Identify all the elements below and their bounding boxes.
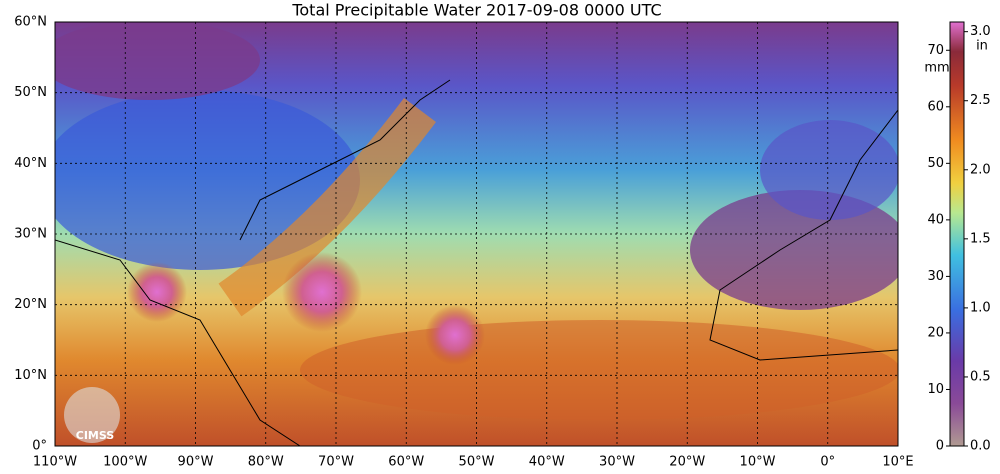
in-tick-label: 1.0 bbox=[970, 300, 991, 315]
lon-label: 90°W bbox=[178, 455, 214, 470]
in-tick-label: 2.5 bbox=[970, 93, 991, 108]
logo: CIMSS bbox=[64, 387, 120, 443]
map-frame bbox=[54, 21, 899, 447]
lon-label: 10°W bbox=[740, 455, 776, 470]
in-tick-label: 1.5 bbox=[970, 231, 991, 246]
in-unit: in bbox=[976, 39, 988, 54]
lat-label: 50°N bbox=[14, 85, 47, 100]
title: Total Precipitable Water 2017-09-08 0000… bbox=[291, 1, 661, 20]
logo-text: CIMSS bbox=[76, 429, 115, 442]
in-tick-label: 2.0 bbox=[970, 162, 991, 177]
mm-tick-label: 50 bbox=[927, 156, 944, 171]
lon-label: 20°W bbox=[669, 455, 705, 470]
in-tick-label: 0.5 bbox=[970, 369, 991, 384]
lat-label: 10°N bbox=[14, 368, 47, 383]
lat-label: 20°N bbox=[14, 297, 47, 312]
lon-label: 0° bbox=[820, 455, 835, 470]
mm-tick-label: 60 bbox=[927, 99, 944, 114]
in-tick-label: 0.0 bbox=[970, 439, 991, 454]
lon-label: 60°W bbox=[388, 455, 424, 470]
lat-label: 60°N bbox=[14, 15, 47, 30]
lat-label: 40°N bbox=[14, 156, 47, 171]
mm-tick-label: 30 bbox=[927, 269, 944, 284]
lat-label: 30°N bbox=[14, 227, 47, 242]
mm-tick-label: 70 bbox=[927, 43, 944, 58]
colorbar bbox=[949, 21, 965, 447]
in-tick-label: 3.0 bbox=[970, 24, 991, 39]
lon-label: 40°W bbox=[529, 455, 565, 470]
mm-unit: mm bbox=[924, 61, 949, 76]
tpw-image bbox=[55, 22, 898, 446]
mm-tick-label: 40 bbox=[927, 212, 944, 227]
lon-label: 70°W bbox=[318, 455, 354, 470]
lat-label: 0° bbox=[32, 439, 47, 454]
lon-label: 50°W bbox=[459, 455, 495, 470]
mm-tick-label: 20 bbox=[927, 325, 944, 340]
lon-label: 100°W bbox=[103, 455, 147, 470]
lon-label: 10°E bbox=[882, 455, 913, 470]
lon-label: 80°W bbox=[248, 455, 284, 470]
lon-label: 30°W bbox=[599, 455, 635, 470]
lon-label: 110°W bbox=[33, 455, 77, 470]
mm-tick-label: 0 bbox=[936, 439, 944, 454]
mm-tick-label: 10 bbox=[927, 382, 944, 397]
